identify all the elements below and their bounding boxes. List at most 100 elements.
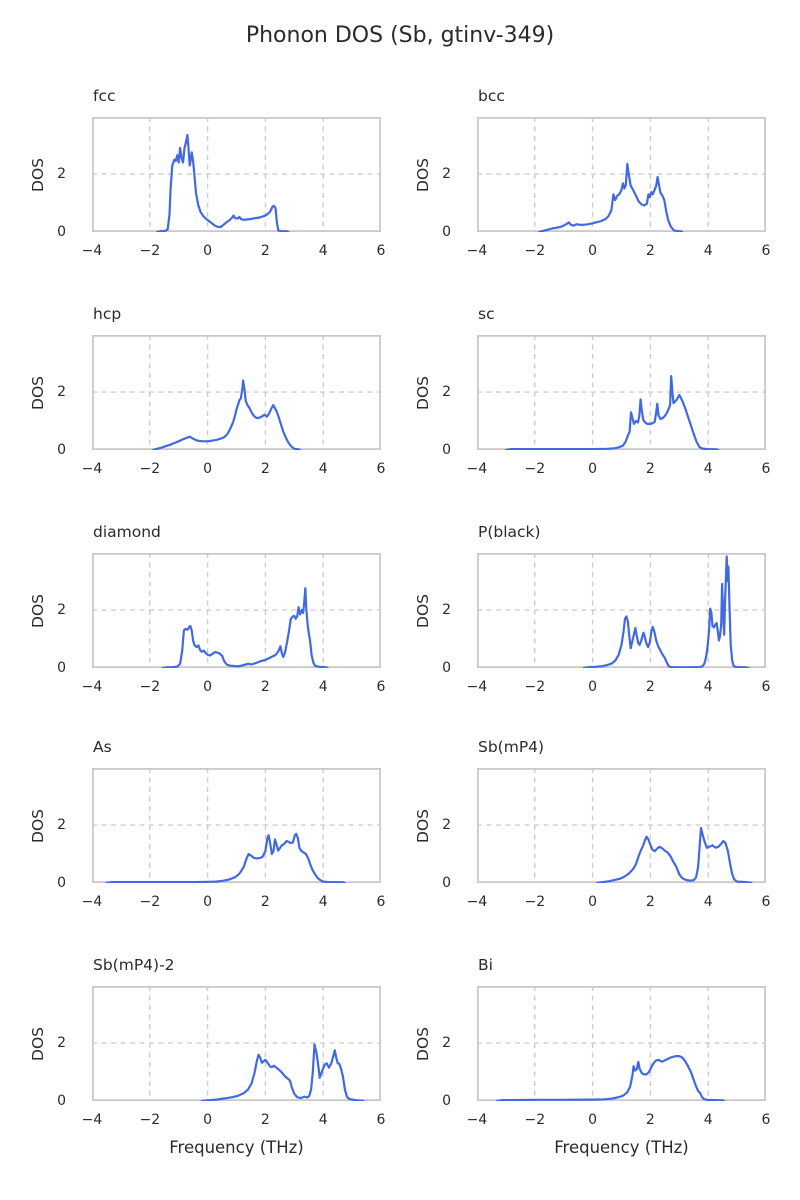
x-tick-label: 0 (588, 679, 598, 695)
subplot-title: diamond (93, 523, 161, 541)
x-tick-label: 0 (588, 1112, 598, 1128)
x-tick-label: −2 (139, 1112, 161, 1128)
x-tick-label: −2 (139, 679, 161, 695)
x-tick-label: 6 (376, 894, 386, 910)
gridlines (477, 117, 766, 232)
x-tick-label: 2 (645, 679, 655, 695)
subplot-title: As (93, 738, 112, 756)
subplot-title: Sb(mP4) (478, 738, 545, 756)
dos-curve (582, 555, 750, 668)
y-tick-label: 0 (442, 1093, 451, 1109)
dos-curve (538, 162, 684, 232)
x-tick-label: 2 (645, 1112, 655, 1128)
x-tick-label: 6 (761, 461, 771, 477)
subplot-title: sc (478, 305, 495, 323)
x-tick-label: 4 (318, 461, 328, 477)
plot-area (92, 768, 381, 883)
x-tick-label: −4 (466, 894, 488, 910)
subplot-title: hcp (93, 305, 122, 323)
x-tick-label: 4 (318, 243, 328, 259)
subplot-title: Sb(mP4)-2 (93, 956, 175, 974)
plot-area (477, 768, 766, 883)
x-tick-label: 6 (761, 243, 771, 259)
x-tick-label: −2 (524, 243, 546, 259)
y-tick-label: 0 (57, 875, 66, 891)
x-tick-label: 4 (318, 679, 328, 695)
x-tick-label: −2 (524, 894, 546, 910)
gridlines (477, 335, 766, 450)
x-tick-label: 0 (203, 461, 213, 477)
subplot-title: P(black) (478, 523, 541, 541)
dos-curve (161, 587, 329, 668)
y-tick-label: 2 (442, 166, 451, 183)
axes-spine (477, 768, 766, 883)
axes-spine (92, 117, 381, 232)
y-tick-label: 2 (57, 817, 66, 834)
x-tick-label: 2 (260, 894, 270, 910)
x-tick-label: 0 (588, 894, 598, 910)
y-tick-label: 0 (57, 660, 66, 676)
x-tick-label: 0 (203, 894, 213, 910)
x-tick-label: 0 (588, 243, 598, 259)
axes-spine (477, 335, 766, 450)
x-tick-label: 0 (203, 1112, 213, 1128)
x-tick-label: −4 (81, 243, 103, 259)
x-tick-label: −2 (524, 679, 546, 695)
dos-curve (155, 133, 290, 232)
x-tick-label: −4 (466, 243, 488, 259)
x-tick-label: −4 (81, 894, 103, 910)
y-tick-label: 0 (57, 224, 66, 240)
y-tick-label: 2 (57, 1035, 66, 1052)
x-tick-label: 6 (376, 461, 386, 477)
y-tick-label: 2 (442, 817, 451, 834)
x-tick-label: 4 (703, 679, 713, 695)
gridlines (477, 768, 766, 883)
dos-curve (105, 832, 346, 883)
y-tick-label: 2 (57, 384, 66, 401)
y-tick-label: 2 (442, 384, 451, 401)
y-tick-label: 0 (442, 442, 451, 458)
dos-curve (151, 379, 302, 450)
x-tick-label: 6 (376, 1112, 386, 1128)
y-tick-label: 0 (442, 875, 451, 891)
gridlines (92, 986, 381, 1101)
x-tick-label: 0 (203, 679, 213, 695)
x-tick-label: 2 (645, 894, 655, 910)
x-tick-label: −2 (524, 1112, 546, 1128)
x-tick-label: 0 (203, 243, 213, 259)
gridlines (477, 553, 766, 668)
x-tick-label: 6 (376, 243, 386, 259)
x-tick-label: 2 (645, 461, 655, 477)
plot-area (92, 335, 381, 450)
plot-area (477, 553, 766, 668)
x-tick-label: −2 (139, 894, 161, 910)
x-tick-label: 4 (318, 894, 328, 910)
x-tick-label: 2 (260, 679, 270, 695)
x-tick-label: 6 (761, 679, 771, 695)
axes-spine (92, 335, 381, 450)
dos-curve (595, 826, 753, 883)
gridlines (92, 768, 381, 883)
gridlines (477, 986, 766, 1101)
gridlines (92, 335, 381, 450)
plot-area (477, 335, 766, 450)
x-tick-label: 4 (703, 894, 713, 910)
dos-curve (200, 1043, 365, 1101)
axes-spine (477, 117, 766, 232)
plot-area (92, 117, 381, 232)
x-tick-label: 2 (645, 243, 655, 259)
dos-curve (496, 1055, 726, 1101)
x-tick-label: 6 (761, 894, 771, 910)
plot-area (477, 986, 766, 1101)
x-tick-label: 4 (703, 1112, 713, 1128)
y-tick-label: 2 (57, 166, 66, 183)
x-tick-label: −2 (139, 461, 161, 477)
x-tick-label: 4 (703, 461, 713, 477)
subplot-title: bcc (478, 87, 505, 105)
